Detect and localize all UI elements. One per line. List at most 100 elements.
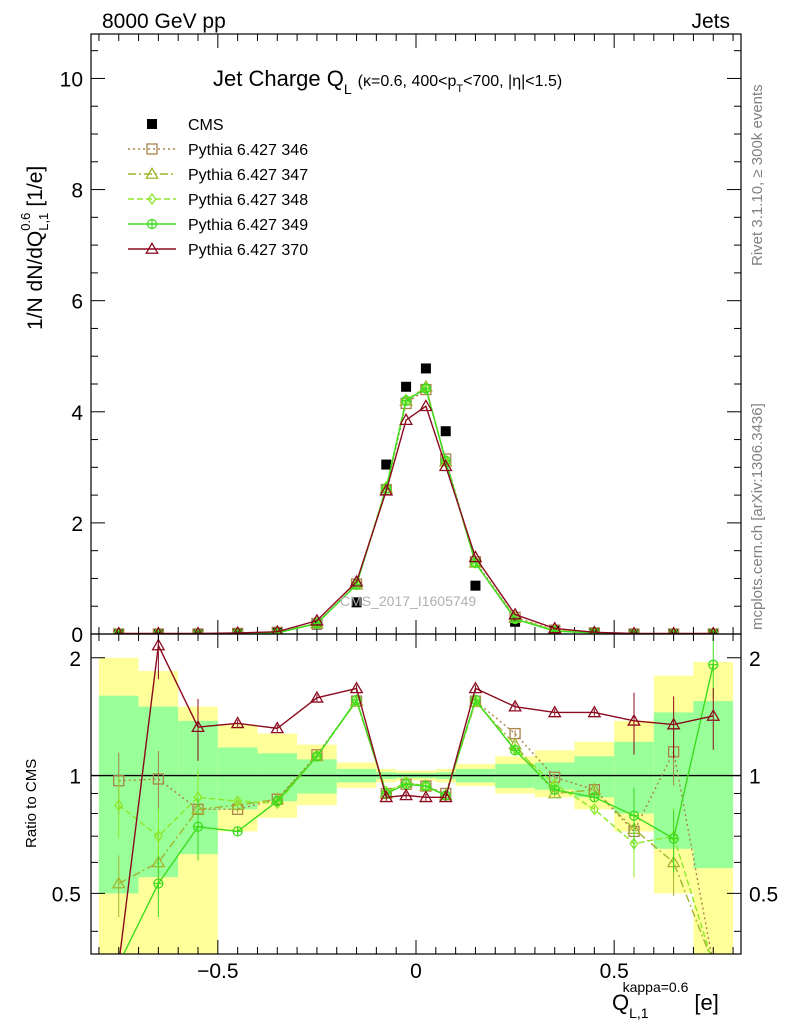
ratio-point-p348: [114, 799, 124, 812]
ratio-point-p370: [666, 717, 681, 730]
ratio-point-p370: [379, 790, 394, 803]
ratio-series-p349: [122, 636, 719, 954]
x-axis-label: QL,1kappa=0.6[e]: [612, 979, 719, 1021]
mcplots-label: mcplots.cern.ch [arXiv:1306.3436]: [749, 403, 766, 630]
legend-marker-p349: [146, 218, 158, 230]
data-point-p370: [193, 626, 203, 634]
data-point-p370: [669, 626, 678, 634]
ratio-point-p370: [270, 721, 285, 734]
ratio-point-p349: [628, 810, 640, 821]
ratio-point-p370: [191, 720, 205, 732]
data-point-p370: [468, 550, 483, 563]
analysis-watermark: CMS_2017_I1605749: [340, 593, 476, 609]
data-point-p370: [399, 413, 413, 426]
main-distribution-panel: 0 2 4 6 8 10: [60, 33, 742, 647]
legend-entry-p347: Pythia 6.427 347: [128, 166, 308, 184]
ratio-point-p349: [668, 833, 679, 844]
main-ytick-label: 6: [71, 291, 83, 314]
ratio-series-p370: [119, 634, 721, 954]
ratio-point-p370: [706, 708, 721, 721]
ratio-point-p349: [232, 826, 243, 837]
legend-marker-p348: [147, 192, 157, 206]
ratio-point-p347: [111, 876, 126, 889]
ratio-point-p348: [233, 795, 243, 808]
ratio-ytick-label: 0.5: [52, 883, 81, 906]
data-point-cms: [440, 426, 451, 437]
ratio-line-p349: [122, 664, 714, 954]
ratio-point-p370: [587, 705, 602, 718]
data-point-p370: [438, 459, 453, 472]
ratio-point-p349: [400, 779, 412, 790]
data-point-p370: [629, 626, 639, 634]
ratio-point-p349: [153, 878, 164, 889]
data-point-p349: [708, 628, 719, 634]
main-ylabel: 1/N dN/dQL,10.6[1/e]: [18, 166, 51, 330]
ratio-point-p370: [547, 705, 562, 718]
legend-marker-p346: [146, 143, 158, 155]
ratio-point-p349: [272, 796, 283, 807]
ratio-ytick-label-right: 1: [749, 766, 761, 789]
legend-entry-p348: Pythia 6.427 348: [128, 192, 308, 209]
legend: CMS Pythia 6.427 346 Pythia 6.427 347 Pythi…: [128, 117, 308, 259]
legend-marker-cms: [147, 119, 157, 129]
ratio-panel: 0.5 0.5 1 1 2 2 −0.5 0 0.5: [52, 633, 778, 983]
ratio-ylabel: Ratio to CMS: [23, 759, 40, 848]
xtick-label: 0.5: [600, 960, 629, 983]
series-p370: [114, 399, 718, 634]
ratio-point-p348: [153, 830, 163, 843]
data-point-p370: [419, 399, 433, 412]
uncertainty-band-stat: [297, 759, 337, 794]
data-point-p349: [400, 395, 412, 406]
data-point-p370: [114, 626, 124, 634]
ratio-point-p370: [627, 713, 641, 726]
ratio-ytick-label-right: 2: [749, 648, 761, 671]
main-ytick-label: 10: [60, 68, 83, 91]
data-point-p370: [708, 626, 718, 634]
legend-entry-p346: Pythia 6.427 346: [128, 142, 308, 159]
data-point-cms: [351, 597, 362, 608]
data-point-p370: [232, 625, 243, 634]
main-ytick-label: 2: [71, 513, 83, 536]
legend-marker-p370: [145, 241, 159, 254]
ratio-point-p370: [310, 690, 324, 703]
ratio-point-p349: [192, 821, 204, 832]
ratio-line-p348: [118, 699, 711, 954]
main-ytick-label: 8: [71, 180, 83, 203]
ratio-point-p370: [508, 699, 522, 712]
data-point-p370: [379, 483, 394, 496]
data-point-cms: [381, 459, 392, 470]
data-point-p370: [508, 607, 522, 620]
data-point-p349: [628, 628, 640, 634]
ratio-line-p347: [118, 699, 711, 954]
data-point-p349: [113, 628, 124, 634]
rivet-label: Rivet 3.1.10, ≥ 300k events: [749, 84, 766, 266]
ratio-point-p370: [438, 790, 453, 803]
ratio-point-p349: [549, 784, 560, 795]
data-point-p349: [153, 628, 164, 634]
legend-entry-p349: Pythia 6.427 349: [128, 217, 308, 234]
ratio-point-p348: [589, 803, 599, 816]
ratio-point-p347: [230, 798, 245, 811]
legend-marker-p347: [145, 166, 159, 179]
ratio-point-p349: [311, 751, 323, 762]
data-point-p370: [589, 625, 600, 634]
ratio-point-p349: [589, 792, 600, 803]
legend-label-p346: Pythia 6.427 346: [188, 142, 308, 159]
ratio-data: [91, 634, 741, 954]
data-point-p370: [547, 621, 562, 634]
category-label: Jets: [691, 10, 730, 33]
ratio-point-p370: [151, 638, 166, 651]
ratio-point-p349: [509, 745, 521, 756]
ratio-point-p370: [468, 681, 483, 694]
ratio-point-p346: [152, 773, 165, 785]
data-point-p370: [154, 626, 163, 634]
data-point-cms: [470, 580, 481, 591]
data-point-cms: [401, 381, 412, 392]
plot-title: Jet Charge QL (κ=0.6, 400<pT<700, |η|<1.5…: [213, 66, 562, 97]
data-point-p349: [192, 628, 204, 634]
ratio-ytick-label: 1: [69, 766, 81, 789]
legend-label-cms: CMS: [188, 117, 224, 134]
legend-entry-p370: Pythia 6.427 370: [128, 241, 308, 259]
xtick-label: 0: [410, 960, 422, 983]
legend-label-p347: Pythia 6.427 347: [188, 167, 308, 184]
